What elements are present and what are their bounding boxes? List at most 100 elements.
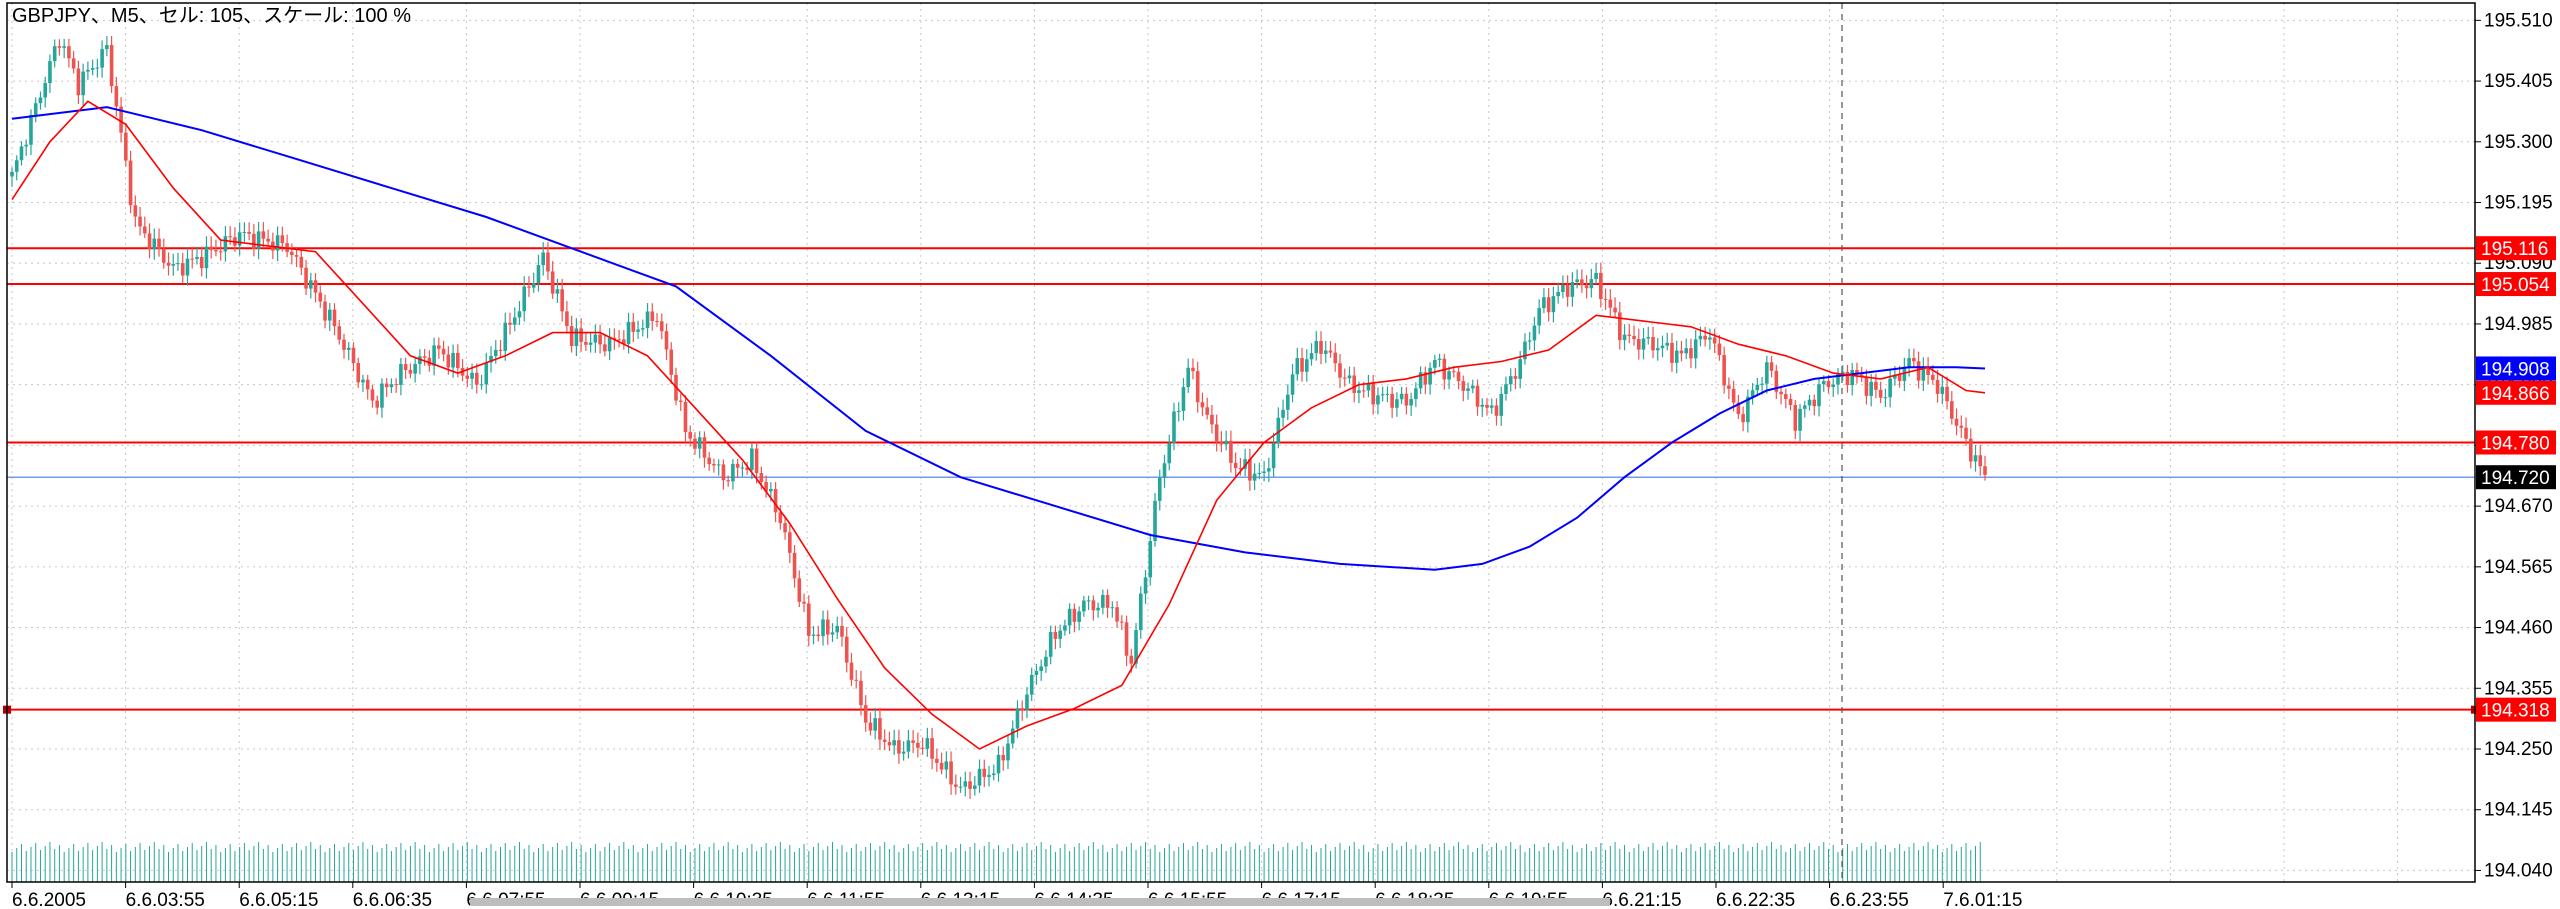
- candle-body: [451, 352, 455, 368]
- candle-body: [650, 311, 655, 321]
- candle-body: [1437, 358, 1442, 360]
- candle-body: [218, 251, 223, 253]
- candle-body: [351, 347, 356, 364]
- candle-body: [1784, 394, 1788, 399]
- candle-body: [1926, 366, 1930, 375]
- candle-body: [1622, 334, 1627, 341]
- candle-body: [62, 46, 66, 48]
- candle-body: [446, 354, 451, 368]
- candle-body: [1233, 462, 1238, 469]
- candle-body: [987, 774, 991, 777]
- chart-title: GBPJPY、M5、セル: 105、スケール: 100 %: [12, 5, 411, 27]
- candle-body: [1342, 377, 1347, 379]
- candle-body: [1613, 307, 1617, 313]
- candle-body: [1357, 390, 1361, 393]
- candle-body: [593, 334, 598, 343]
- candle-body: [498, 349, 503, 351]
- candle-body: [252, 233, 256, 249]
- price-tick-label: 195.195: [2484, 193, 2553, 214]
- candle-body: [659, 321, 664, 332]
- candle-body: [617, 339, 621, 341]
- candle-body: [1788, 398, 1793, 405]
- candle-body: [1456, 371, 1461, 382]
- candle-body: [67, 46, 71, 59]
- plot-border: [6, 2, 2476, 883]
- candle-body: [944, 761, 949, 770]
- candle-body: [797, 578, 802, 602]
- candle-body: [76, 68, 81, 96]
- candle-body: [1798, 408, 1802, 431]
- candle-body: [1015, 708, 1020, 729]
- candle-body: [1893, 374, 1897, 379]
- time-tick-label: 6.6.03:55: [126, 890, 205, 909]
- candle-body: [1489, 405, 1494, 408]
- candle-body: [1546, 297, 1551, 313]
- candle-body: [1660, 345, 1665, 349]
- candle-body: [712, 464, 716, 466]
- candle-body: [584, 341, 588, 345]
- candle-body: [237, 232, 242, 246]
- level-price-label-box: [2476, 236, 2556, 261]
- candle-body: [1433, 359, 1437, 368]
- moving-average-slow: [11, 106, 1986, 571]
- candle-body: [1143, 577, 1148, 594]
- candle-body: [811, 634, 816, 636]
- candle-body: [882, 739, 887, 743]
- candle-body: [1153, 500, 1157, 541]
- candle-body: [313, 280, 318, 293]
- candle-body: [275, 235, 280, 251]
- candle-body: [384, 383, 389, 388]
- candle-body: [1627, 334, 1632, 336]
- candle-body: [24, 144, 29, 147]
- candle-body: [180, 263, 185, 276]
- time-scrollbar[interactable]: [470, 898, 1610, 906]
- candle-body: [489, 355, 493, 363]
- candle-body: [1603, 298, 1608, 300]
- candle-body: [48, 61, 52, 84]
- candle-body: [256, 231, 261, 249]
- candle-body: [565, 311, 569, 327]
- candle-body: [152, 238, 157, 250]
- candle-body: [1447, 371, 1451, 380]
- candle-body: [299, 256, 304, 268]
- candle-body: [43, 83, 47, 98]
- candle-body: [1731, 388, 1736, 403]
- candle-body: [266, 238, 270, 242]
- candle-body: [816, 634, 821, 637]
- candle-body: [1916, 361, 1921, 381]
- candle-body: [100, 49, 104, 68]
- price-tick-label: 195.405: [2484, 71, 2553, 92]
- candle-body: [1888, 378, 1892, 398]
- candle-body: [1290, 374, 1295, 395]
- candle-body: [14, 160, 19, 172]
- candle-body: [1195, 371, 1200, 403]
- candle-body: [19, 146, 24, 161]
- price-tick-label: 194.040: [2484, 860, 2553, 881]
- candle-body: [859, 680, 863, 706]
- candle-body: [1864, 377, 1869, 396]
- candle-body: [1371, 383, 1375, 405]
- candle-body: [1286, 394, 1290, 410]
- candle-body: [474, 372, 479, 385]
- candle-body: [1608, 299, 1613, 308]
- candle-body: [1845, 371, 1850, 386]
- candle-body: [138, 216, 142, 227]
- candle-body: [1276, 417, 1281, 444]
- candle-body: [114, 86, 119, 107]
- horizontal-levels[interactable]: [3, 247, 2479, 714]
- candle-body: [740, 467, 745, 469]
- candle-body: [1262, 471, 1266, 473]
- candle-body: [1874, 381, 1878, 390]
- candle-body: [1736, 402, 1741, 415]
- candle-body: [901, 751, 906, 754]
- price-label-box: [2476, 380, 2556, 405]
- candle-body: [1698, 335, 1703, 340]
- candle-body: [1470, 385, 1475, 389]
- candle-body: [1760, 383, 1764, 385]
- candle-body: [887, 742, 892, 746]
- candle-body: [1527, 340, 1532, 342]
- candle-body: [517, 311, 522, 318]
- candle-body: [1414, 388, 1418, 400]
- candle-body: [242, 231, 247, 233]
